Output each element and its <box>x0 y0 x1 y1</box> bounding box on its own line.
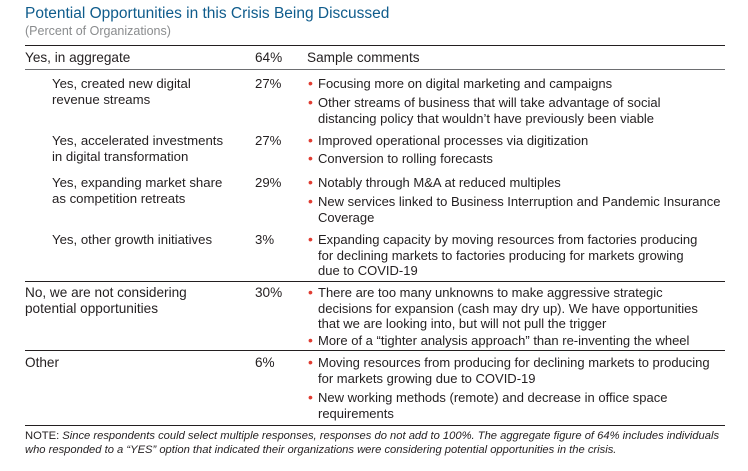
comment-bullet: • New working methods (remote) and decrea… <box>308 389 668 421</box>
header-top-rule <box>25 45 725 46</box>
row-label: Yes, expanding market share as competitio… <box>52 175 223 206</box>
row-percent: 3% <box>255 232 275 247</box>
chart-title: Potential Opportunities in this Crisis B… <box>25 5 390 22</box>
chart-subtitle: (Percent of Organizations) <box>25 24 171 38</box>
row-label: Yes, other growth initiatives <box>52 232 213 247</box>
row-percent: 27% <box>255 133 282 148</box>
no-percent: 30% <box>255 285 283 300</box>
comment-bullet: • Improved operational processes via digi… <box>308 132 589 148</box>
footnote: NOTE: Since respondents could select mul… <box>25 430 720 456</box>
row-percent: 29% <box>255 175 282 190</box>
other-label: Other <box>25 355 59 370</box>
comments-heading: Sample comments <box>307 50 420 65</box>
row-label: Yes, created new digital revenue streams <box>52 76 191 107</box>
aggregate-label: Yes, in aggregate <box>25 50 131 65</box>
comment-bullet: • Expanding capacity by moving resources … <box>308 231 698 278</box>
row-percent: 27% <box>255 76 282 91</box>
comment-bullet: • Conversion to rolling forecasts <box>308 150 493 166</box>
no-label: No, we are not considering potential oppo… <box>25 285 187 316</box>
comment-bullet: • Focusing more on digital marketing and … <box>308 75 613 91</box>
section-rule <box>25 350 725 351</box>
aggregate-percent: 64% <box>255 50 283 65</box>
header-bottom-rule <box>25 69 725 70</box>
footer-rule <box>25 425 725 426</box>
row-label: Yes, accelerated investments in digital t… <box>52 133 224 164</box>
other-percent: 6% <box>255 355 275 370</box>
comment-bullet: • There are too many unknowns to make agg… <box>308 284 698 331</box>
comment-bullet: • Moving resources from producing for dec… <box>308 354 710 386</box>
comment-bullet: • Notably through M&A at reduced multiple… <box>308 174 561 190</box>
comment-bullet: • More of a “tighter analysis approach” t… <box>308 332 690 348</box>
comment-bullet: • New services linked to Business Interru… <box>308 193 721 225</box>
comment-bullet: • Other streams of business that will tak… <box>308 94 661 126</box>
section-rule <box>25 281 725 282</box>
